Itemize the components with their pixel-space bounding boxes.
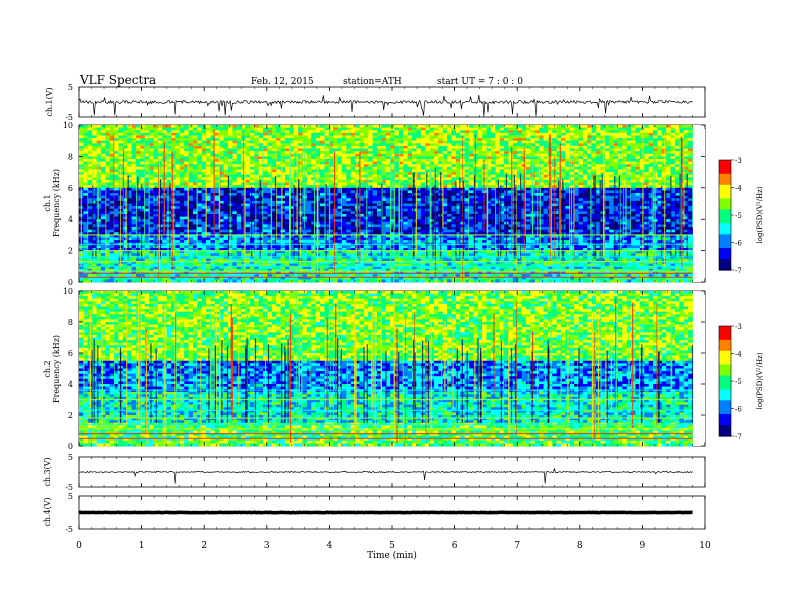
y-tick-label: 8 xyxy=(68,318,73,327)
ch1-colorbar: -3 -4 -5 -6 -7 xyxy=(719,157,742,275)
colorbar-tick-label: -7 xyxy=(735,267,742,275)
ch3-waveform-line xyxy=(79,468,693,483)
x-tick-label: 0 xyxy=(76,541,82,551)
ch1-ylabel: ch.1(V) xyxy=(45,87,54,116)
ch1-waveform-line xyxy=(79,95,693,117)
ch1-channel-label: ch.1 xyxy=(43,194,52,211)
y-tick-label: 10 xyxy=(63,121,73,130)
figure-title: VLF Spectra xyxy=(79,73,156,87)
y-tick-label: -5 xyxy=(65,525,73,534)
x-axis-label: Time (min) xyxy=(367,550,417,561)
ch1-colorbar-label: log(PSD)(V²/Hz) xyxy=(756,186,764,243)
ch2-channel-label: ch.2 xyxy=(43,360,52,377)
x-tick-label: 1 xyxy=(139,541,145,551)
figure-start-time: start UT = 7 : 0 : 0 xyxy=(437,77,523,87)
y-tick-label: 2 xyxy=(68,247,73,256)
ch3-ylabel: ch.3(V) xyxy=(43,457,52,486)
y-tick-label: 0 xyxy=(68,442,73,451)
x-tick-label: 7 xyxy=(514,541,520,551)
y-tick-label: 6 xyxy=(68,349,73,358)
x-tick-label: 5 xyxy=(389,541,395,551)
colorbar-tick-label: -3 xyxy=(735,157,742,165)
y-tick-label: 8 xyxy=(68,152,73,161)
y-tick-label: 5 xyxy=(68,492,73,501)
ch1-freq-ylabel: Frequency (kHz) xyxy=(52,169,61,237)
x-tick-label: 3 xyxy=(264,541,270,551)
colorbar-tick-label: -3 xyxy=(735,323,742,331)
y-tick-label: 5 xyxy=(68,83,73,92)
x-tick-label: 9 xyxy=(640,541,646,551)
colorbar-tick-label: -5 xyxy=(735,378,742,386)
colorbar-tick-label: -4 xyxy=(735,351,742,359)
ch2-colorbar-label: log(PSD)(V²/Hz) xyxy=(756,352,764,409)
y-tick-label: 2 xyxy=(68,411,73,420)
colorbar-tick-label: -4 xyxy=(735,185,742,193)
y-tick-label: 4 xyxy=(68,380,73,389)
y-tick-label: 4 xyxy=(68,215,73,224)
ch2-spectrogram-image xyxy=(79,291,705,446)
x-tick-label: 8 xyxy=(577,541,583,551)
ch2-freq-ylabel: Frequency (kHz) xyxy=(52,335,61,403)
x-tick-label: 2 xyxy=(201,541,207,551)
colorbar-tick-label: -6 xyxy=(735,406,742,414)
colorbar-tick-label: -5 xyxy=(735,212,742,220)
figure-station: station=ATH xyxy=(343,77,402,87)
x-tick-label: 4 xyxy=(327,541,333,551)
ch2-colorbar: -3 -4 -5 -6 -7 xyxy=(719,323,742,441)
y-tick-label: 10 xyxy=(63,287,73,296)
ch4-ylabel: ch.4(V) xyxy=(43,497,52,526)
x-tick-label: 10 xyxy=(699,541,711,551)
x-tick-label: 6 xyxy=(452,541,458,551)
y-tick-label: 0 xyxy=(68,278,73,287)
colorbar-tick-label: -7 xyxy=(735,433,742,441)
colorbar-tick-label: -6 xyxy=(735,240,742,248)
y-tick-label: 6 xyxy=(68,184,73,193)
y-tick-label: -5 xyxy=(65,483,73,492)
y-tick-label: 5 xyxy=(68,453,73,462)
ch1-spectrogram-image xyxy=(79,125,705,282)
figure-date: Feb. 12, 2015 xyxy=(251,77,314,87)
